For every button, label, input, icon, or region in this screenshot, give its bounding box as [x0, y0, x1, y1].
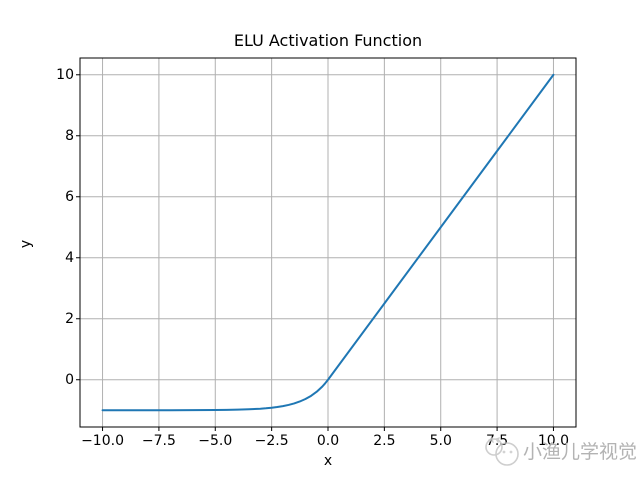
y-tick-label: 10	[56, 66, 74, 83]
y-tick-label: 8	[65, 127, 74, 144]
x-tick-label: 7.5	[485, 433, 509, 449]
y-tick-label: 2	[65, 310, 74, 327]
elu-curve	[101, 73, 555, 412]
y-axis-label: y	[18, 239, 35, 249]
x-tick-label: −5.0	[198, 433, 233, 449]
x-tick-label: 10.0	[537, 433, 570, 449]
x-tick-label: 5.0	[429, 433, 452, 449]
x-tick-label: −7.5	[141, 433, 176, 449]
y-tick-label: 4	[65, 249, 74, 266]
chart-title: ELU Activation Function	[233, 31, 423, 50]
x-axis-label: x	[323, 453, 333, 469]
x-tick-label: −10.0	[81, 433, 124, 449]
y-tick-label: 6	[65, 188, 74, 205]
x-tick-label: 0.0	[316, 433, 340, 449]
y-tick-label: 0	[65, 371, 74, 388]
x-tick-label: 2.5	[373, 433, 396, 449]
x-tick-label: −2.5	[254, 433, 289, 449]
